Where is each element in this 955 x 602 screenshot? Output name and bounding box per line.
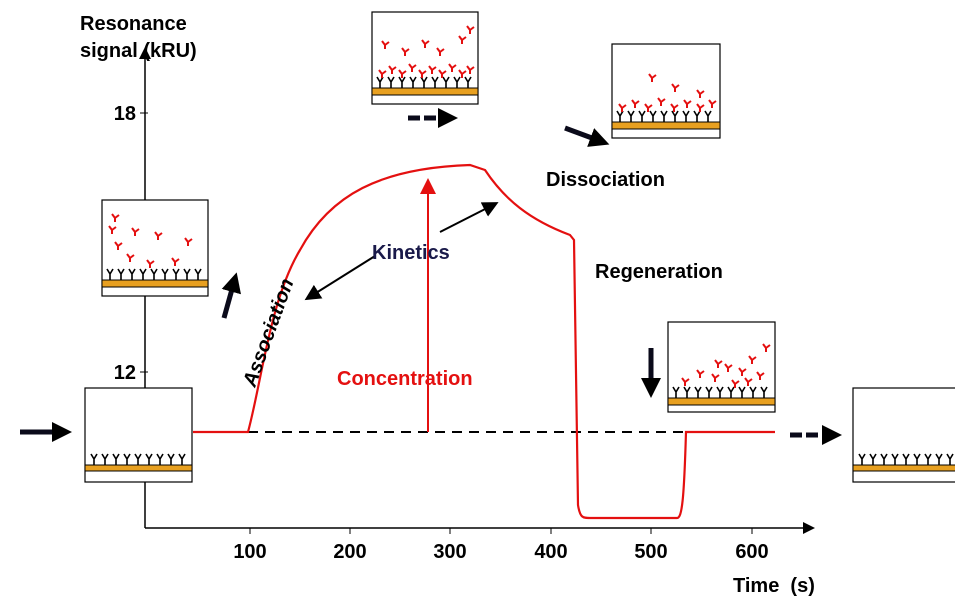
inset-empty (852, 387, 955, 483)
x-tick-label: 200 (333, 541, 366, 563)
arrow (304, 255, 376, 301)
y-tick-label: 18 (114, 103, 136, 125)
label: Kinetics (372, 242, 450, 264)
inset-association (101, 199, 209, 297)
inset-empty (84, 387, 193, 483)
x-tick-label: 600 (735, 541, 768, 563)
curve (193, 163, 775, 520)
x-title: Time (s) (733, 575, 815, 597)
x-tick-label: 100 (233, 541, 266, 563)
arrow (439, 202, 499, 233)
inset-regeneration (667, 321, 776, 413)
x-tick-label: 400 (534, 541, 567, 563)
x-tick-label: 300 (433, 541, 466, 563)
label: Association (239, 276, 299, 391)
label: Regeneration (595, 261, 723, 283)
y-title: signal (kRU) (80, 40, 197, 62)
arrows (20, 108, 842, 445)
label: Concentration (337, 368, 473, 390)
inset-saturated (371, 11, 479, 105)
inset-dissociation (611, 43, 721, 139)
x-tick-label: 500 (634, 541, 667, 563)
label: Dissociation (546, 169, 665, 191)
y-tick-label: 12 (114, 362, 136, 384)
y-title: Resonance (80, 13, 187, 35)
